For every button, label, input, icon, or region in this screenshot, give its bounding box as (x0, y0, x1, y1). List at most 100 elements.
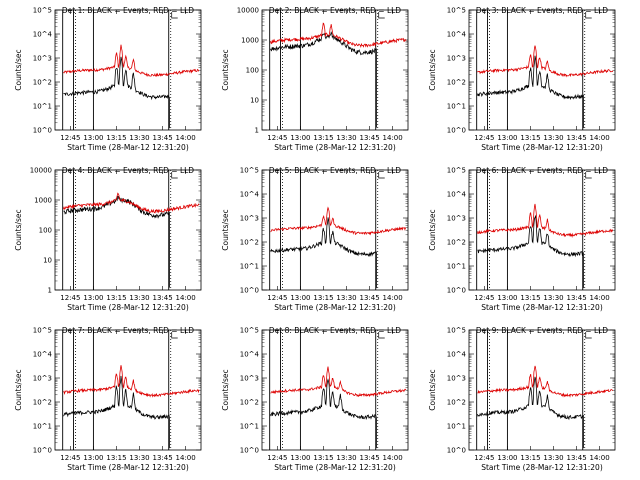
y-tick-label: 10^0 (447, 287, 466, 295)
y-tick-label: 10^3 (447, 55, 466, 63)
y-tick-label: 10^2 (33, 399, 52, 407)
saa-bracket (378, 332, 385, 339)
lld-series-line (63, 44, 200, 78)
y-tick-label: 10 (43, 257, 52, 265)
x-tick-label: 13:45 (152, 454, 172, 462)
y-tick-label: 10^0 (240, 447, 259, 455)
x-tick-label: 13:15 (106, 294, 126, 302)
lld-series-line (270, 206, 407, 236)
y-tick-label: 10^0 (447, 447, 466, 455)
x-tick-label: 13:45 (359, 134, 379, 142)
y-axis-label: Counts/sec (14, 369, 23, 410)
y-tick-label: 1000 (34, 197, 52, 205)
y-tick-label: 10 (250, 97, 259, 105)
y-tick-label: 1000 (241, 37, 259, 45)
x-tick-label: 14:00 (383, 294, 403, 302)
y-tick-label: 10^4 (240, 191, 260, 199)
x-tick-label: 14:00 (176, 454, 196, 462)
y-tick-label: 10^5 (447, 7, 466, 15)
x-tick-label: 13:00 (497, 454, 517, 462)
panel-title: Det 6: BLACK = Events, RED = LLD (476, 166, 608, 175)
y-tick-label: 10^2 (447, 79, 466, 87)
y-tick-label: 10^1 (240, 263, 259, 271)
events-series-line (63, 56, 170, 129)
events-series-line (270, 378, 377, 449)
y-tick-label: 10^2 (447, 239, 466, 247)
lld-series-line (63, 192, 200, 214)
x-tick-label: 12:45 (267, 134, 287, 142)
y-tick-label: 10^2 (447, 399, 466, 407)
x-tick-label: 13:30 (543, 294, 563, 302)
x-tick-label: 12:45 (474, 454, 494, 462)
x-tick-label: 13:45 (359, 454, 379, 462)
x-axis-label: Start Time (28-Mar-12 12:31:20) (67, 303, 189, 312)
x-axis-label: Start Time (28-Mar-12 12:31:20) (274, 143, 396, 152)
x-tick-label: 13:15 (313, 134, 333, 142)
x-tick-label: 13:45 (152, 134, 172, 142)
y-tick-label: 10^4 (447, 31, 467, 39)
x-tick-label: 13:30 (336, 134, 356, 142)
x-tick-label: 12:45 (267, 294, 287, 302)
events-series-line (477, 376, 584, 449)
lld-series-line (477, 203, 614, 239)
y-tick-label: 10^2 (240, 239, 259, 247)
x-tick-label: 14:00 (383, 134, 403, 142)
y-axis-label: Counts/sec (221, 49, 230, 90)
plot-frame (261, 329, 409, 451)
x-tick-label: 13:30 (543, 134, 563, 142)
saa-bracket (585, 12, 592, 19)
panel-title: Det 4: BLACK = Events, RED = LLD (62, 166, 194, 175)
x-tick-label: 14:00 (590, 134, 610, 142)
x-tick-label: 13:00 (290, 294, 310, 302)
y-tick-label: 10^1 (447, 103, 466, 111)
plot-frame (54, 169, 202, 291)
panel-det-5: Det 5: BLACK = Events, RED = LLD Counts/s… (221, 166, 409, 312)
events-series-line (270, 31, 377, 128)
y-tick-label: 10^3 (240, 215, 259, 223)
y-tick-label: 1 (48, 287, 52, 295)
y-tick-label: 10^0 (447, 127, 466, 135)
panel-title: Det 7: BLACK = Events, RED = LLD (62, 326, 194, 335)
x-tick-label: 13:00 (83, 454, 103, 462)
plot-frame (54, 9, 202, 131)
lld-series-line (477, 45, 614, 78)
x-tick-label: 13:15 (106, 134, 126, 142)
x-tick-label: 13:45 (566, 134, 586, 142)
plot-frame (54, 329, 202, 451)
y-tick-label: 10^5 (447, 327, 466, 335)
y-tick-label: 10^3 (240, 375, 259, 383)
y-tick-label: 10^3 (33, 375, 52, 383)
events-series-line (477, 55, 584, 129)
y-tick-label: 10^1 (447, 423, 466, 431)
saa-bracket (171, 12, 178, 19)
y-tick-label: 10000 (237, 7, 259, 15)
x-tick-label: 13:45 (359, 294, 379, 302)
x-tick-label: 13:45 (566, 454, 586, 462)
x-tick-label: 12:45 (60, 454, 80, 462)
y-tick-label: 10^5 (240, 167, 259, 175)
y-tick-label: 10^1 (447, 263, 466, 271)
y-axis-label: Counts/sec (14, 49, 23, 90)
x-tick-label: 13:00 (497, 294, 517, 302)
x-tick-label: 14:00 (176, 134, 196, 142)
x-tick-label: 13:15 (520, 454, 540, 462)
x-tick-label: 14:00 (176, 294, 196, 302)
y-axis-label: Counts/sec (428, 209, 437, 250)
x-tick-label: 13:30 (129, 454, 149, 462)
y-tick-label: 10^0 (240, 287, 259, 295)
panel-title: Det 2: BLACK = Events, RED = LLD (269, 6, 401, 15)
panel-title: Det 1: BLACK = Events, RED = LLD (62, 6, 194, 15)
events-series-line (63, 375, 170, 449)
x-tick-label: 12:45 (474, 294, 494, 302)
y-tick-label: 10^3 (33, 55, 52, 63)
x-tick-label: 13:00 (83, 294, 103, 302)
x-tick-label: 13:15 (313, 454, 333, 462)
y-tick-label: 100 (246, 67, 259, 75)
events-series-line (477, 214, 584, 289)
y-tick-label: 10^4 (447, 191, 467, 199)
x-axis-label: Start Time (28-Mar-12 12:31:20) (274, 463, 396, 472)
panel-title: Det 5: BLACK = Events, RED = LLD (269, 166, 401, 175)
x-tick-label: 12:45 (60, 134, 80, 142)
plot-frame (261, 169, 409, 291)
panel-det-2: Det 2: BLACK = Events, RED = LLD Counts/s… (221, 6, 409, 152)
